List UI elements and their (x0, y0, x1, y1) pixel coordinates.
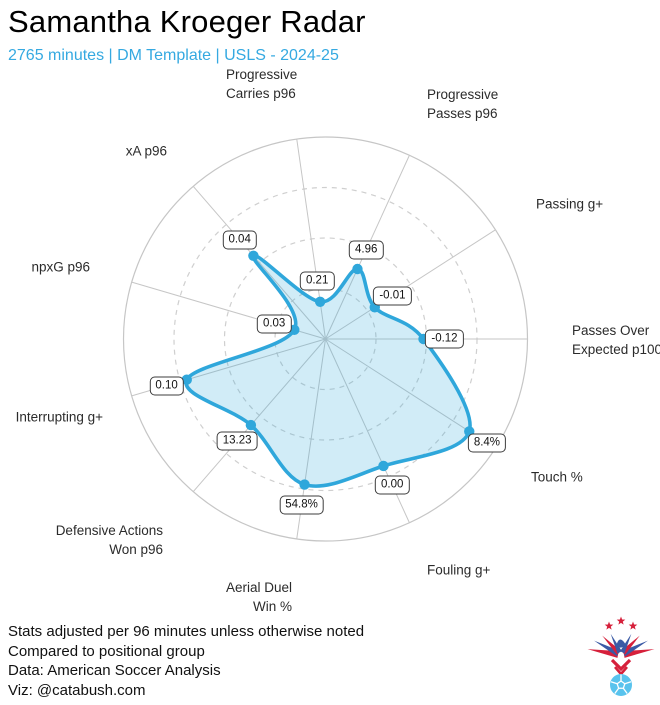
value-label-progressive-passes-p96: 4.96 (349, 240, 383, 259)
star-icon (617, 617, 626, 625)
axis-label-npxg-p96: npxG p96 (31, 258, 90, 277)
value-label-passes-over-expected-p100: -0.12 (425, 330, 463, 349)
radar-point-marker (378, 461, 388, 471)
value-label-progressive-carries-p96: 0.21 (300, 272, 334, 291)
footer-note-adjustment: Stats adjusted per 96 minutes unless oth… (8, 622, 364, 642)
footer-note-comparison: Compared to positional group (8, 642, 364, 662)
value-label-passing-g-: -0.01 (373, 286, 411, 305)
radar-point-marker (299, 479, 309, 489)
value-label-touch-: 8.4% (468, 433, 506, 452)
footer-notes: Stats adjusted per 96 minutes unless oth… (8, 622, 364, 700)
radar-point-marker (352, 264, 362, 274)
catabush-crest-logo (583, 614, 659, 700)
value-label-npxg-p96: 0.03 (257, 314, 291, 333)
axis-label-fouling-g-: Fouling g+ (427, 561, 490, 580)
radar-point-marker (246, 420, 256, 430)
axis-label-interrupting-g-: Interrupting g+ (16, 408, 103, 427)
radar-point-marker (315, 297, 325, 307)
value-label-defensive-actions-won-p96: 13.23 (217, 431, 258, 450)
axis-label-touch-: Touch % (531, 468, 583, 487)
star-icon (629, 622, 638, 630)
axis-label-passing-g-: Passing g+ (536, 195, 603, 214)
footer-note-viz-credit: Viz: @catabush.com (8, 681, 364, 701)
crest-logo-graphic (583, 614, 659, 700)
footer-note-data-source: Data: American Soccer Analysis (8, 661, 364, 681)
axis-label-xa-p96: xA p96 (126, 142, 167, 161)
value-label-interrupting-g-: 0.10 (149, 376, 183, 395)
value-label-fouling-g-: 0.00 (375, 476, 409, 495)
radar-point-marker (248, 251, 258, 261)
value-label-xa-p96: 0.04 (222, 230, 256, 249)
star-icon (605, 622, 614, 630)
value-label-aerial-duel-win-: 54.8% (279, 496, 324, 515)
